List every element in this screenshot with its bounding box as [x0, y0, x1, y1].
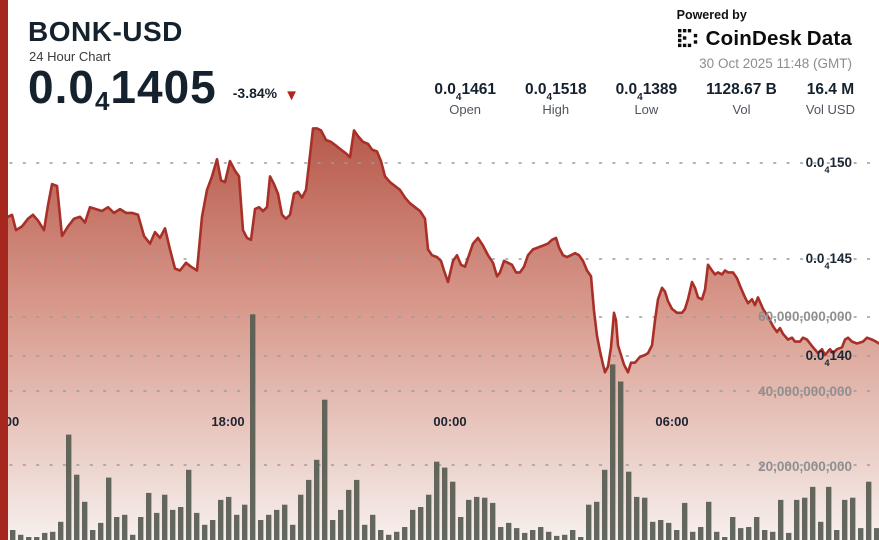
volume-axis-label-0: 60,000,000,000 — [758, 309, 852, 324]
price-down-triangle-icon: ▼ — [284, 87, 299, 105]
coindesk-data-wordmark: CoinDesk Data — [705, 27, 852, 50]
stat-vol-usd-label: Vol USD — [805, 102, 855, 117]
current-price: 0.041405 — [28, 61, 217, 116]
quote-timestamp: 30 Oct 2025 11:48 (GMT) — [699, 56, 852, 71]
stat-vol: 1128.67 B Vol — [706, 81, 777, 117]
stat-open-label: Open — [449, 102, 482, 117]
powered-block: Powered by CoinDesk Data 30 Oct 2025 11:4… — [677, 8, 852, 71]
stat-open: 0.041461 Open — [434, 81, 496, 117]
stat-vol-value: 1128.67 B — [706, 81, 777, 98]
stat-low-value: 0.041389 — [615, 81, 678, 104]
time-axis-label-2: 00:00 — [433, 414, 467, 429]
stat-high: 0.041518 High — [525, 81, 587, 117]
instrument-symbol: BONK-USD — [28, 16, 183, 47]
stat-high-value: 0.041518 — [524, 81, 587, 104]
price-axis-label-1: 0.04145 — [805, 251, 852, 271]
price-change-percent: -3.84% — [232, 85, 278, 102]
coindesk-dots-icon — [677, 28, 697, 47]
volume-axis-label-1: 40,000,000,000 — [758, 384, 852, 399]
price-axis-label-2: 0.04140 — [805, 348, 852, 368]
current-price-row: 0.041405 -3.84% ▼ — [28, 61, 299, 116]
time-axis-label-3: 06:00 — [655, 414, 689, 429]
powered-by-label: Powered by — [676, 8, 747, 22]
volume-axis-label-2: 20,000,000,000 — [758, 459, 852, 474]
time-axis-label-1: 18:00 — [211, 414, 245, 429]
time-axis-label-0: 00 — [4, 414, 20, 429]
chart-subtitle: 24 Hour Chart — [29, 49, 111, 64]
left-accent-bar — [0, 0, 8, 540]
stat-open-value: 0.041461 — [434, 81, 496, 104]
stat-vol-usd: 16.4 M Vol USD — [806, 81, 855, 117]
stat-low: 0.041389 Low — [616, 81, 678, 117]
price-axis-label-0: 0.04150 — [805, 155, 852, 175]
stat-low-label: Low — [634, 102, 659, 117]
stat-vol-label: Vol — [732, 102, 751, 117]
stat-high-label: High — [542, 102, 570, 117]
stat-vol-usd-value: 16.4 M — [806, 81, 855, 98]
ohlc-stats-row: 0.041461 Open 0.041518 High 0.041389 Low… — [434, 81, 855, 117]
coindesk-data-logo[interactable]: CoinDesk Data — [677, 27, 852, 51]
